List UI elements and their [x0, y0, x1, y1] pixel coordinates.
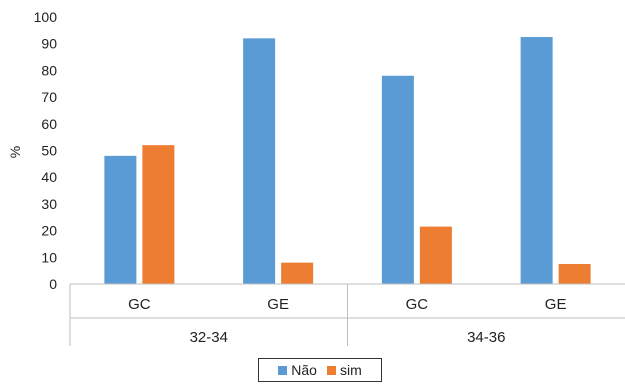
category-label: GC: [128, 296, 151, 313]
bar-sim-2: [419, 226, 452, 284]
group-label: 32-34: [190, 329, 228, 346]
y-tick-label: 0: [49, 276, 57, 292]
category-labels: GC GE GC GE: [128, 296, 566, 313]
y-tick-label: 40: [41, 169, 57, 185]
bars: [104, 37, 591, 285]
group-label: 34-36: [467, 329, 505, 346]
bar-nao-2: [381, 75, 414, 285]
bar-sim-3: [558, 263, 591, 284]
y-tick-label: 10: [41, 249, 57, 265]
legend-label-sim: sim: [339, 362, 362, 378]
y-axis-ticks: 0 10 20 30 40 50 60 70 80 90 100: [34, 9, 58, 292]
bar-nao-0: [104, 155, 137, 284]
bar-nao-3: [520, 37, 553, 285]
y-tick-label: 30: [41, 196, 57, 212]
legend-item-nao: Não: [278, 362, 317, 378]
legend-item-sim: sim: [326, 362, 362, 378]
category-label: GC: [406, 296, 429, 313]
legend-swatch-sim: [326, 365, 336, 375]
y-tick-label: 20: [41, 223, 57, 239]
y-tick-label: 70: [41, 89, 57, 105]
bar-sim-0: [142, 145, 175, 284]
y-tick-label: 80: [41, 62, 57, 78]
bar-nao-1: [243, 38, 276, 284]
legend-label-nao: Não: [291, 362, 317, 378]
legend: Não sim: [258, 358, 382, 382]
bar-sim-1: [281, 262, 314, 284]
axes: [69, 283, 625, 346]
group-labels: 32-34 34-36: [190, 329, 506, 346]
y-tick-label: 50: [41, 143, 57, 159]
y-tick-label: 90: [41, 36, 57, 52]
legend-swatch-nao: [278, 365, 288, 375]
category-label: GE: [545, 296, 567, 313]
y-axis-label: %: [7, 146, 23, 158]
y-tick-label: 60: [41, 116, 57, 132]
category-label: GE: [267, 296, 289, 313]
y-tick-label: 100: [34, 9, 58, 25]
